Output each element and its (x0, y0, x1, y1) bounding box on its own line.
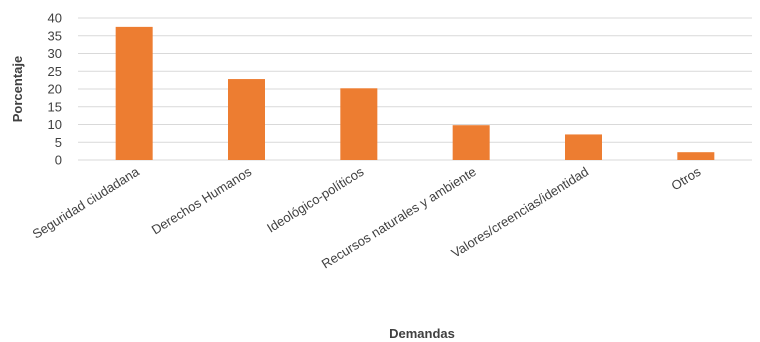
y-axis-title: Porcentaje (10, 56, 25, 122)
bars (115, 26, 715, 160)
bar (115, 26, 153, 160)
y-tick-label: 40 (48, 11, 62, 26)
y-tick-label: 30 (48, 46, 62, 61)
x-axis-title: Demandas (389, 326, 455, 341)
bar (228, 79, 265, 160)
x-tick-label: Derechos Humanos (149, 164, 255, 238)
y-tick-label: 15 (48, 99, 62, 114)
y-axis-ticks: 0 5 10 15 20 25 30 35 40 (48, 11, 62, 168)
x-axis-ticks: Seguridad ciudadana Derechos Humanos Ideol… (30, 163, 704, 271)
y-tick-label: 10 (48, 117, 62, 132)
y-tick-label: 20 (48, 82, 62, 97)
bar (677, 152, 715, 160)
bar (565, 134, 602, 160)
bar (452, 125, 490, 160)
x-tick-label: Seguridad ciudadana (30, 163, 143, 241)
x-tick-label: Ideológico-políticos (264, 164, 367, 236)
y-tick-label: 35 (48, 28, 62, 43)
bar (340, 88, 378, 160)
y-tick-label: 5 (55, 135, 62, 150)
y-tick-label: 0 (55, 153, 62, 168)
x-tick-label: Otros (669, 164, 704, 194)
y-tick-label: 25 (48, 64, 62, 79)
gridlines (78, 17, 752, 161)
